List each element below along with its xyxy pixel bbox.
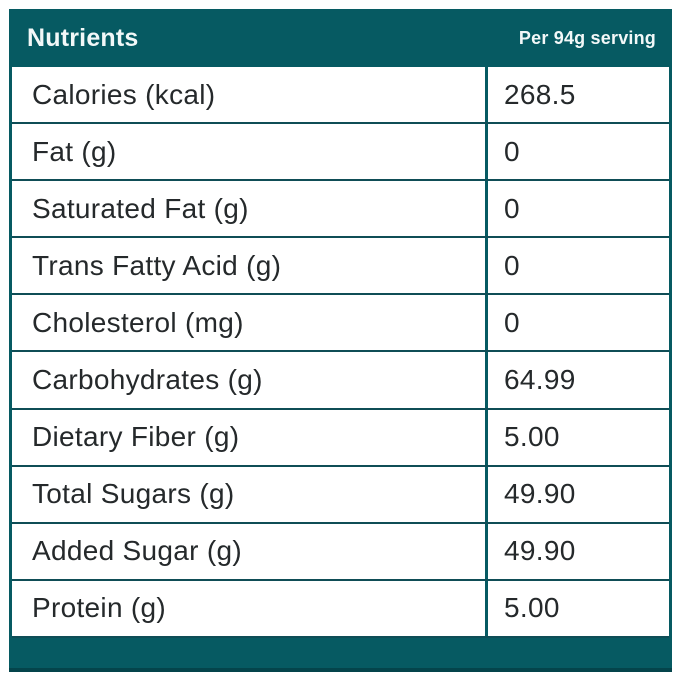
- nutrient-name: Cholesterol (mg): [32, 306, 244, 338]
- table-row: Protein (g) 5.00: [12, 580, 669, 638]
- table-row: Saturated Fat (g) 0: [12, 181, 669, 239]
- table-row: Dietary Fiber (g) 5.00: [12, 409, 669, 467]
- nutrient-name: Protein (g): [32, 592, 167, 624]
- nutrient-name: Saturated Fat (g): [32, 192, 249, 224]
- table-body: Calories (kcal) 268.5 Fat (g) 0 Saturate…: [9, 67, 672, 638]
- nutrient-value: 0: [485, 181, 669, 237]
- table-row: Total Sugars (g) 49.90: [12, 466, 669, 524]
- nutrient-value: 0: [485, 124, 669, 180]
- nutrient-name: Fat (g): [32, 135, 117, 167]
- nutrient-value: 5.00: [485, 580, 669, 636]
- table-header: Nutrients Per 94g serving: [9, 9, 672, 67]
- table-row: Calories (kcal) 268.5: [12, 67, 669, 125]
- nutrient-name: Dietary Fiber (g): [32, 421, 240, 453]
- serving-size-label: Per 94g serving: [518, 27, 656, 48]
- nutrition-table: Nutrients Per 94g serving Calories (kcal…: [9, 9, 672, 672]
- nutrient-value: 268.5: [485, 67, 669, 123]
- nutrient-name: Added Sugar (g): [32, 535, 242, 567]
- nutrient-value: 49.90: [485, 523, 669, 579]
- table-row: Carbohydrates (g) 64.99: [12, 352, 669, 410]
- table-row: Cholesterol (mg) 0: [12, 295, 669, 353]
- nutrient-value: 64.99: [485, 352, 669, 408]
- nutrient-name: Calories (kcal): [32, 78, 216, 110]
- table-row: Trans Fatty Acid (g) 0: [12, 238, 669, 296]
- table-row: Fat (g) 0: [12, 124, 669, 182]
- table-title: Nutrients: [27, 23, 139, 52]
- nutrient-value: 0: [485, 295, 669, 351]
- table-footer: [9, 638, 672, 672]
- nutrient-name: Carbohydrates (g): [32, 364, 263, 396]
- nutrient-value: 0: [485, 238, 669, 294]
- nutrient-value: 5.00: [485, 409, 669, 465]
- nutrient-name: Trans Fatty Acid (g): [32, 249, 282, 281]
- nutrient-value: 49.90: [485, 466, 669, 522]
- nutrient-name: Total Sugars (g): [32, 478, 235, 510]
- table-row: Added Sugar (g) 49.90: [12, 523, 669, 581]
